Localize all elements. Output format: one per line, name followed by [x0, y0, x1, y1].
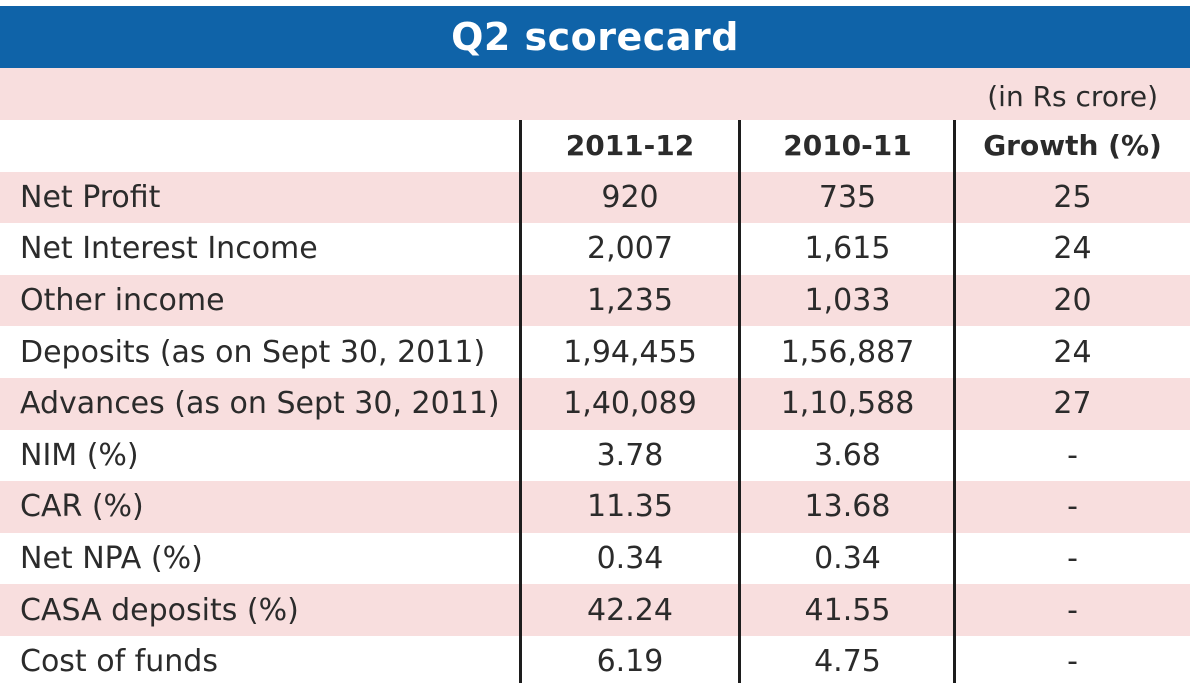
- value-2011-12: 42.24: [587, 592, 673, 628]
- table-row: Cost of funds 6.19 4.75 -: [0, 635, 1190, 688]
- header-label-cell: [0, 120, 520, 172]
- table-row: Net NPA (%) 0.34 0.34 -: [0, 532, 1190, 585]
- value-2010-11: 3.68: [814, 437, 881, 473]
- column-header-2011-12: 2011-12: [565, 129, 695, 163]
- value-2011-12: 920: [601, 179, 659, 215]
- value-growth: -: [1067, 541, 1078, 577]
- row-label: Net Interest Income: [20, 231, 318, 267]
- table-row: CASA deposits (%) 42.24 41.55 -: [0, 584, 1190, 636]
- value-2010-11: 1,033: [804, 283, 891, 319]
- column-header-2010-11: 2010-11: [783, 129, 912, 163]
- value-growth: 25: [1053, 179, 1092, 215]
- value-2010-11: 4.75: [814, 644, 881, 680]
- row-label: Other income: [20, 283, 225, 319]
- value-growth: -: [1067, 644, 1078, 680]
- row-label: CAR (%): [20, 489, 144, 525]
- unit-note: (in Rs crore): [987, 80, 1158, 113]
- scorecard-title: Q2 scorecard: [0, 6, 1190, 68]
- value-2011-12: 2,007: [587, 231, 673, 267]
- value-growth: 20: [1053, 283, 1092, 319]
- row-label: CASA deposits (%): [20, 592, 299, 628]
- row-label: Cost of funds: [20, 644, 218, 680]
- column-divider: [519, 120, 522, 683]
- value-2010-11: 1,10,588: [780, 386, 915, 422]
- value-growth: 24: [1053, 334, 1092, 370]
- value-2011-12: 6.19: [596, 644, 664, 680]
- value-2011-12: 3.78: [596, 437, 664, 473]
- value-2011-12: 1,94,455: [563, 334, 697, 370]
- column-divider: [953, 120, 956, 683]
- value-growth: 27: [1053, 386, 1092, 422]
- value-2010-11: 41.55: [804, 592, 891, 628]
- unit-band: (in Rs crore): [0, 68, 1190, 120]
- table-row: Net Interest Income 2,007 1,615 24: [0, 223, 1190, 275]
- table-row: Net Profit 920 735 25: [0, 171, 1190, 224]
- table-row: Advances (as on Sept 30, 2011) 1,40,089 …: [0, 377, 1190, 430]
- value-2011-12: 0.34: [596, 541, 664, 577]
- value-2010-11: 1,56,887: [780, 334, 915, 370]
- column-divider: [738, 120, 741, 683]
- value-2010-11: 1,615: [804, 231, 891, 267]
- row-label: Net Profit: [20, 179, 161, 215]
- column-header-growth: Growth (%): [983, 129, 1162, 163]
- value-2011-12: 1,40,089: [563, 386, 697, 422]
- value-2010-11: 735: [818, 179, 877, 215]
- value-2011-12: 1,235: [587, 283, 673, 319]
- table-row: CAR (%) 11.35 13.68 -: [0, 481, 1190, 533]
- value-growth: -: [1067, 489, 1078, 525]
- table-row: Deposits (as on Sept 30, 2011) 1,94,455 …: [0, 326, 1190, 378]
- table-row: Other income 1,235 1,033 20: [0, 274, 1190, 327]
- table-header-row: 2011-12 2010-11 Growth (%): [0, 120, 1190, 172]
- scorecard-table: 2011-12 2010-11 Growth (%) Net Profit 92…: [0, 120, 1190, 688]
- table-row: NIM (%) 3.78 3.68 -: [0, 429, 1190, 482]
- value-growth: 24: [1053, 231, 1092, 267]
- value-2011-12: 11.35: [587, 489, 673, 525]
- row-label: NIM (%): [20, 437, 139, 473]
- row-label: Deposits (as on Sept 30, 2011): [20, 334, 486, 370]
- row-label: Net NPA (%): [20, 541, 203, 577]
- row-label: Advances (as on Sept 30, 2011): [20, 386, 500, 422]
- value-growth: -: [1067, 437, 1078, 473]
- value-2010-11: 13.68: [804, 489, 891, 525]
- value-2010-11: 0.34: [814, 541, 881, 577]
- value-growth: -: [1067, 592, 1078, 628]
